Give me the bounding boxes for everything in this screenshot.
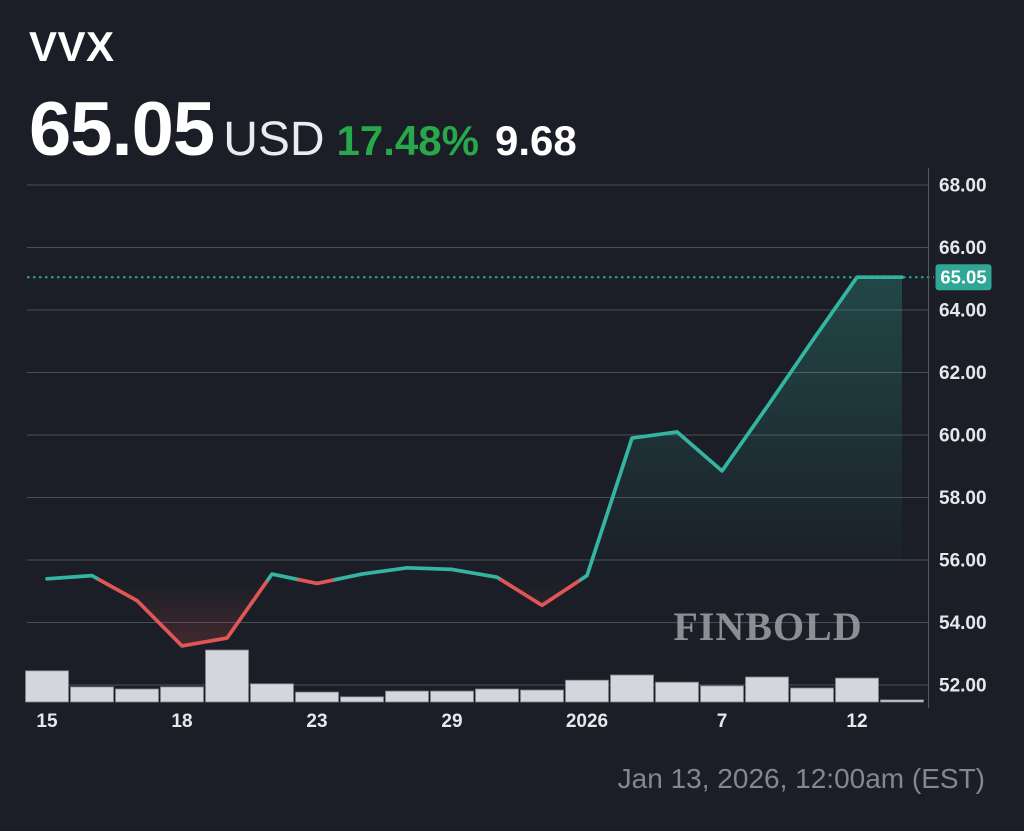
svg-text:12: 12: [846, 711, 867, 732]
svg-text:56.00: 56.00: [939, 551, 987, 572]
svg-text:58.00: 58.00: [939, 488, 987, 509]
current-price: 65.05: [29, 87, 215, 172]
area-fills: [47, 277, 902, 646]
price-row: 65.05 USD 17.48% 9.68: [29, 92, 577, 168]
y-axis-labels: 68.00 66.00 64.00 62.00 60.00 58.00 56.00 54.00…: [939, 176, 987, 697]
last-price-badge: 65.05: [935, 264, 992, 291]
svg-text:62.00: 62.00: [939, 363, 987, 384]
svg-text:54.00: 54.00: [939, 613, 987, 634]
price-line: [45, 275, 904, 648]
svg-text:66.00: 66.00: [939, 238, 987, 259]
change-percent: 17.48%: [336, 117, 479, 164]
gridlines: [27, 184, 928, 686]
finbold-watermark: FINBOLD: [673, 604, 863, 649]
svg-text:60.00: 60.00: [939, 426, 987, 447]
quote-header: VVX 65.05 USD 17.48% 9.68: [29, 23, 577, 168]
change-absolute: 9.68: [494, 117, 577, 164]
currency-label: USD: [223, 113, 325, 166]
svg-text:2026: 2026: [566, 711, 608, 732]
svg-text:65.05: 65.05: [940, 267, 986, 288]
svg-text:15: 15: [36, 711, 58, 732]
svg-text:64.00: 64.00: [939, 301, 987, 322]
svg-text:7: 7: [717, 711, 728, 732]
volume-bars: [25, 649, 924, 703]
x-axis-labels: 15 18 23 29 2026 7 12: [36, 711, 867, 732]
svg-text:68.00: 68.00: [939, 176, 987, 197]
svg-text:52.00: 52.00: [939, 676, 987, 697]
svg-text:23: 23: [306, 711, 327, 732]
ticker-symbol: VVX: [29, 23, 115, 70]
svg-text:29: 29: [441, 711, 462, 732]
svg-text:18: 18: [171, 711, 192, 732]
timestamp-label: Jan 13, 2026, 12:00am (EST): [617, 763, 985, 794]
